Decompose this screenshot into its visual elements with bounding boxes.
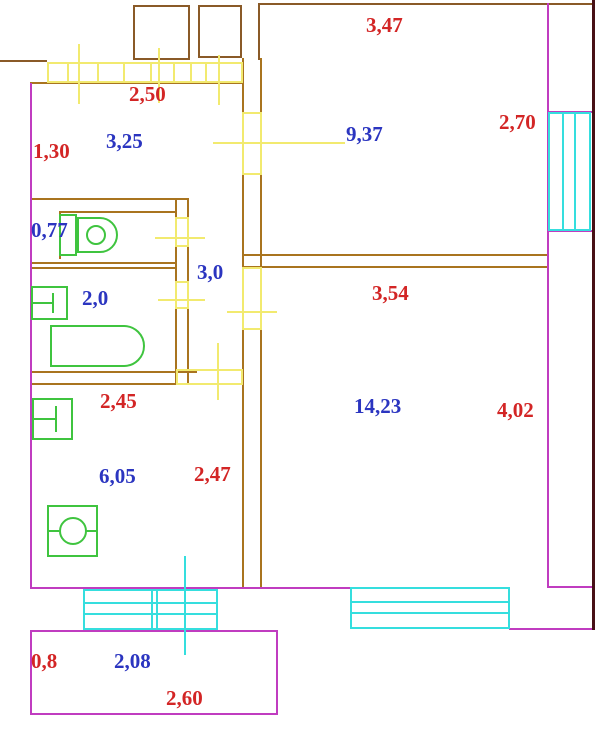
rooms-divider-bottom	[242, 266, 548, 268]
wc-bowl	[77, 217, 118, 253]
right-outer-wall	[592, 0, 595, 630]
door-bath	[175, 281, 189, 309]
area-label: 9,37	[346, 122, 383, 146]
door-axis-entry-room9	[213, 142, 345, 144]
bath-kitchen-wall-b	[30, 383, 197, 385]
door-axis-wc	[155, 237, 205, 239]
area-label: 3,0	[197, 260, 224, 284]
band-tick-7	[205, 62, 207, 83]
top-outer-wall-v	[258, 3, 260, 60]
area-label: 3,25	[106, 129, 143, 153]
band-tick-1	[67, 62, 69, 83]
window-right-bottom-edge	[547, 230, 593, 232]
area-label: 14,23	[354, 394, 402, 418]
dimension-label: 2,47	[194, 462, 231, 486]
dimension-label: 2,60	[166, 686, 203, 710]
kitchen-sink-circle	[59, 517, 87, 545]
dimension-label: 2,50	[129, 82, 166, 106]
bottom-wall-left	[30, 587, 350, 589]
dimension-label: 3,47	[366, 13, 403, 37]
top-opening-band	[47, 62, 243, 83]
rooms-divider-top	[242, 254, 548, 256]
kitchen-stove-line	[32, 418, 56, 420]
bathtub	[50, 325, 145, 367]
axis-tick-tall-1	[78, 44, 80, 104]
window-right	[548, 112, 591, 231]
window-right-mullion-2	[574, 112, 576, 231]
door-axis-corridor-room14	[227, 311, 277, 313]
door-wc	[175, 217, 189, 247]
window-balcony	[83, 589, 218, 630]
kitchen-sink-line-r	[86, 530, 98, 532]
shaft-box-a	[133, 5, 190, 60]
dimension-label: 0,8	[31, 649, 58, 673]
door-axis-bath	[158, 299, 205, 301]
top-outer-wall-h	[258, 3, 593, 5]
bath-sink-line	[31, 302, 53, 304]
window-balcony-rail-2	[83, 613, 218, 615]
dimension-label: 2,70	[499, 110, 536, 134]
right-inner-wall	[547, 3, 549, 588]
door-corridor-room14	[242, 267, 262, 330]
dimension-label: 1,30	[33, 139, 70, 163]
axis-tick-tall-3	[218, 55, 220, 105]
window-right-mullion-1	[562, 112, 564, 231]
dimension-label: 3,54	[372, 281, 409, 305]
band-tick-6	[190, 62, 192, 83]
wc-cistern	[59, 214, 77, 256]
band-tick-3	[123, 62, 125, 83]
shaft-box-b	[198, 5, 242, 58]
area-label: 0,77	[31, 218, 68, 242]
wc-inner-top	[59, 211, 177, 213]
balcony-outline	[30, 630, 278, 715]
axis-tick-tall-2	[158, 48, 160, 103]
window-room14-rail-2	[350, 612, 510, 614]
window-balcony-centerline	[184, 556, 186, 655]
wc-bowl-circle	[86, 225, 106, 245]
window-balcony-rail-1	[83, 602, 218, 604]
entry-top-wall	[30, 82, 243, 84]
neighbor-wall-stub	[0, 60, 47, 62]
kitchen-sink-line-l	[47, 530, 59, 532]
dimension-label: 4,02	[497, 398, 534, 422]
band-tick-4	[150, 62, 152, 83]
wc-top-wall	[30, 198, 188, 200]
bath-kitchen-wall-a	[30, 371, 197, 373]
door-kitchen-band	[176, 369, 243, 385]
band-tick-5	[173, 62, 175, 83]
area-label: 2,0	[82, 286, 109, 310]
window-room14	[350, 587, 510, 629]
bottom-wall-step	[548, 586, 593, 588]
door-kitchen-tick	[217, 343, 219, 400]
window-balcony-mullion-2	[156, 589, 158, 630]
band-tick-2	[97, 62, 99, 83]
bottom-outer-wall	[509, 628, 595, 630]
area-label: 6,05	[99, 464, 136, 488]
window-room14-rail-1	[350, 601, 510, 603]
bath-sink-bar	[52, 293, 54, 313]
left-outer-wall	[30, 83, 32, 588]
dimension-label: 2,45	[100, 389, 137, 413]
wc-bath-divider-a	[30, 262, 177, 264]
wc-bath-divider-b	[30, 267, 177, 269]
area-label: 2,08	[114, 649, 151, 673]
window-balcony-mullion-1	[151, 589, 153, 630]
kitchen-stove-bar	[55, 406, 57, 432]
